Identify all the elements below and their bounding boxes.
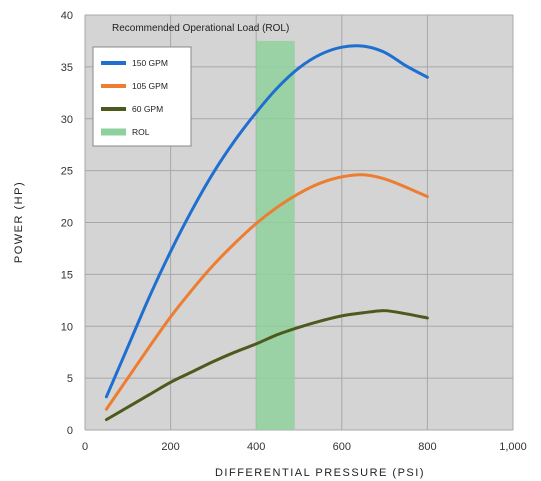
series-line-3	[104, 309, 429, 422]
x-tick-label: 0	[82, 441, 88, 453]
x-axis-title: DIFFERENTIAL PRESSURE (PSI)	[215, 467, 425, 479]
x-tick-label: 1,000	[499, 441, 527, 453]
y-tick-label: 30	[61, 114, 73, 126]
x-tick-label: 600	[333, 441, 351, 453]
legend-label: ROL	[132, 127, 150, 137]
y-axis-title: POWER (HP)	[13, 181, 25, 263]
y-tick-label: 0	[67, 425, 73, 437]
y-tick-label: 15	[61, 269, 73, 281]
y-tick-label: 10	[61, 321, 73, 333]
y-tick-label: 40	[61, 10, 73, 22]
y-tick-label: 20	[61, 218, 73, 230]
rol-band	[256, 40, 295, 430]
legend: 150 GPM 105 GPM 60 GPM ROL	[92, 46, 192, 147]
legend-label: 60 GPM	[132, 104, 163, 114]
y-tick-label: 25	[61, 166, 73, 178]
legend-label: 150 GPM	[132, 58, 168, 68]
x-tick-label: 400	[247, 441, 265, 453]
series-line-2	[104, 173, 429, 411]
y-tick-label: 5	[67, 373, 73, 385]
series-line-1	[104, 44, 429, 399]
rol-band-rect	[256, 40, 295, 430]
x-tick-label: 800	[418, 441, 436, 453]
y-tick-label: 35	[61, 62, 73, 74]
annotation: Recommended Operational Load (ROL)	[112, 23, 289, 34]
x-tick-label: 200	[161, 441, 179, 453]
legend-label: 105 GPM	[132, 81, 168, 91]
series-lines	[104, 44, 429, 422]
